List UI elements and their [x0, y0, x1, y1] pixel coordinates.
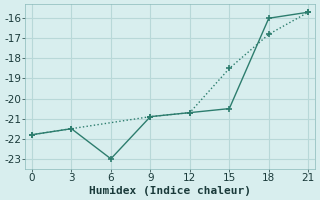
X-axis label: Humidex (Indice chaleur): Humidex (Indice chaleur)	[89, 186, 251, 196]
